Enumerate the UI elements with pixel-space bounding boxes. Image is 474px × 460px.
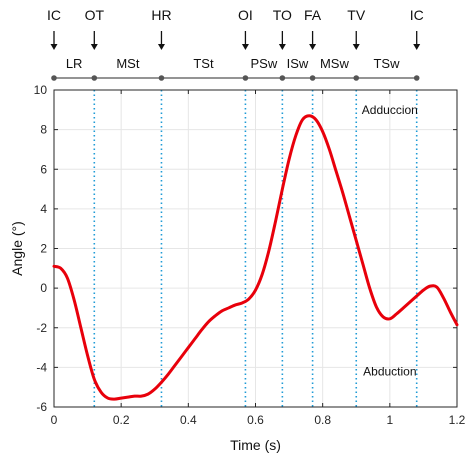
timeline-node (158, 75, 165, 81)
x-axis-label: Time (s) (230, 437, 281, 453)
phase-label: PSw (251, 56, 278, 71)
x-tick-label: 0.2 (113, 413, 130, 427)
y-tick-label: 0 (40, 281, 47, 295)
y-tick-label: -6 (36, 400, 47, 414)
event-arrow-head (50, 44, 58, 50)
event-arrow-head (241, 44, 249, 50)
y-axis-label: Angle (°) (9, 221, 25, 276)
series-group (52, 114, 459, 401)
event-arrow-head (309, 44, 317, 50)
timeline-node (413, 75, 420, 81)
phase-label: LR (66, 56, 83, 71)
phase-label: ISw (287, 56, 309, 71)
event-arrow-head (352, 44, 360, 50)
y-tick-label: 8 (40, 123, 47, 137)
event-label: HR (151, 7, 171, 23)
event-lines (93, 90, 418, 407)
event-arrow-head (90, 44, 98, 50)
plot-frame (53, 89, 458, 408)
annotation-label: Abduction (363, 364, 416, 378)
annotations: Adduccion Abduction (362, 103, 418, 379)
event-label: IC (47, 7, 61, 23)
y-tick-label: 10 (34, 83, 48, 97)
event-label: OI (238, 7, 253, 23)
timeline-node (279, 75, 286, 81)
y-tick-label: 6 (40, 162, 47, 176)
gait-timeline: IC OT HR OI TO FA TV IC LR MSt TSt PSw ISw MSw TSw (47, 7, 424, 81)
event-label: TV (347, 7, 366, 23)
phase-label: MSw (320, 56, 350, 71)
timeline-node (91, 75, 98, 81)
gridlines (53, 89, 458, 408)
event-arrow-head (157, 44, 165, 50)
event-label: OT (85, 7, 105, 23)
x-tick-labels: 0 0.2 0.4 0.6 0.8 1 1.2 (51, 413, 466, 427)
phase-label: TSt (193, 56, 214, 71)
timeline-node (242, 75, 249, 81)
annotation-label: Adduccion (362, 103, 418, 117)
series-line (52, 114, 459, 401)
x-tick-label: 1 (386, 413, 393, 427)
event-label: FA (304, 7, 322, 23)
x-tick-label: 1.2 (449, 413, 466, 427)
y-tick-label: 4 (40, 202, 47, 216)
phase-label: MSt (116, 56, 140, 71)
y-tick-label: -4 (36, 360, 47, 374)
timeline-node (353, 75, 360, 81)
x-tick-label: 0.6 (247, 413, 264, 427)
y-tick-labels: -6 -4 -2 0 2 4 6 8 10 (34, 83, 48, 414)
event-label: IC (410, 7, 424, 23)
timeline-node (51, 75, 57, 81)
y-tick-label: 2 (40, 242, 47, 256)
y-tick-label: -2 (36, 321, 47, 335)
x-tick-label: 0.4 (180, 413, 197, 427)
x-tick-label: 0.8 (314, 413, 331, 427)
event-label: TO (273, 7, 292, 23)
x-tick-label: 0 (51, 413, 58, 427)
event-arrow-head (278, 44, 286, 50)
timeline-node (309, 75, 316, 81)
event-arrow-head (413, 44, 421, 50)
phase-label: TSw (373, 56, 400, 71)
